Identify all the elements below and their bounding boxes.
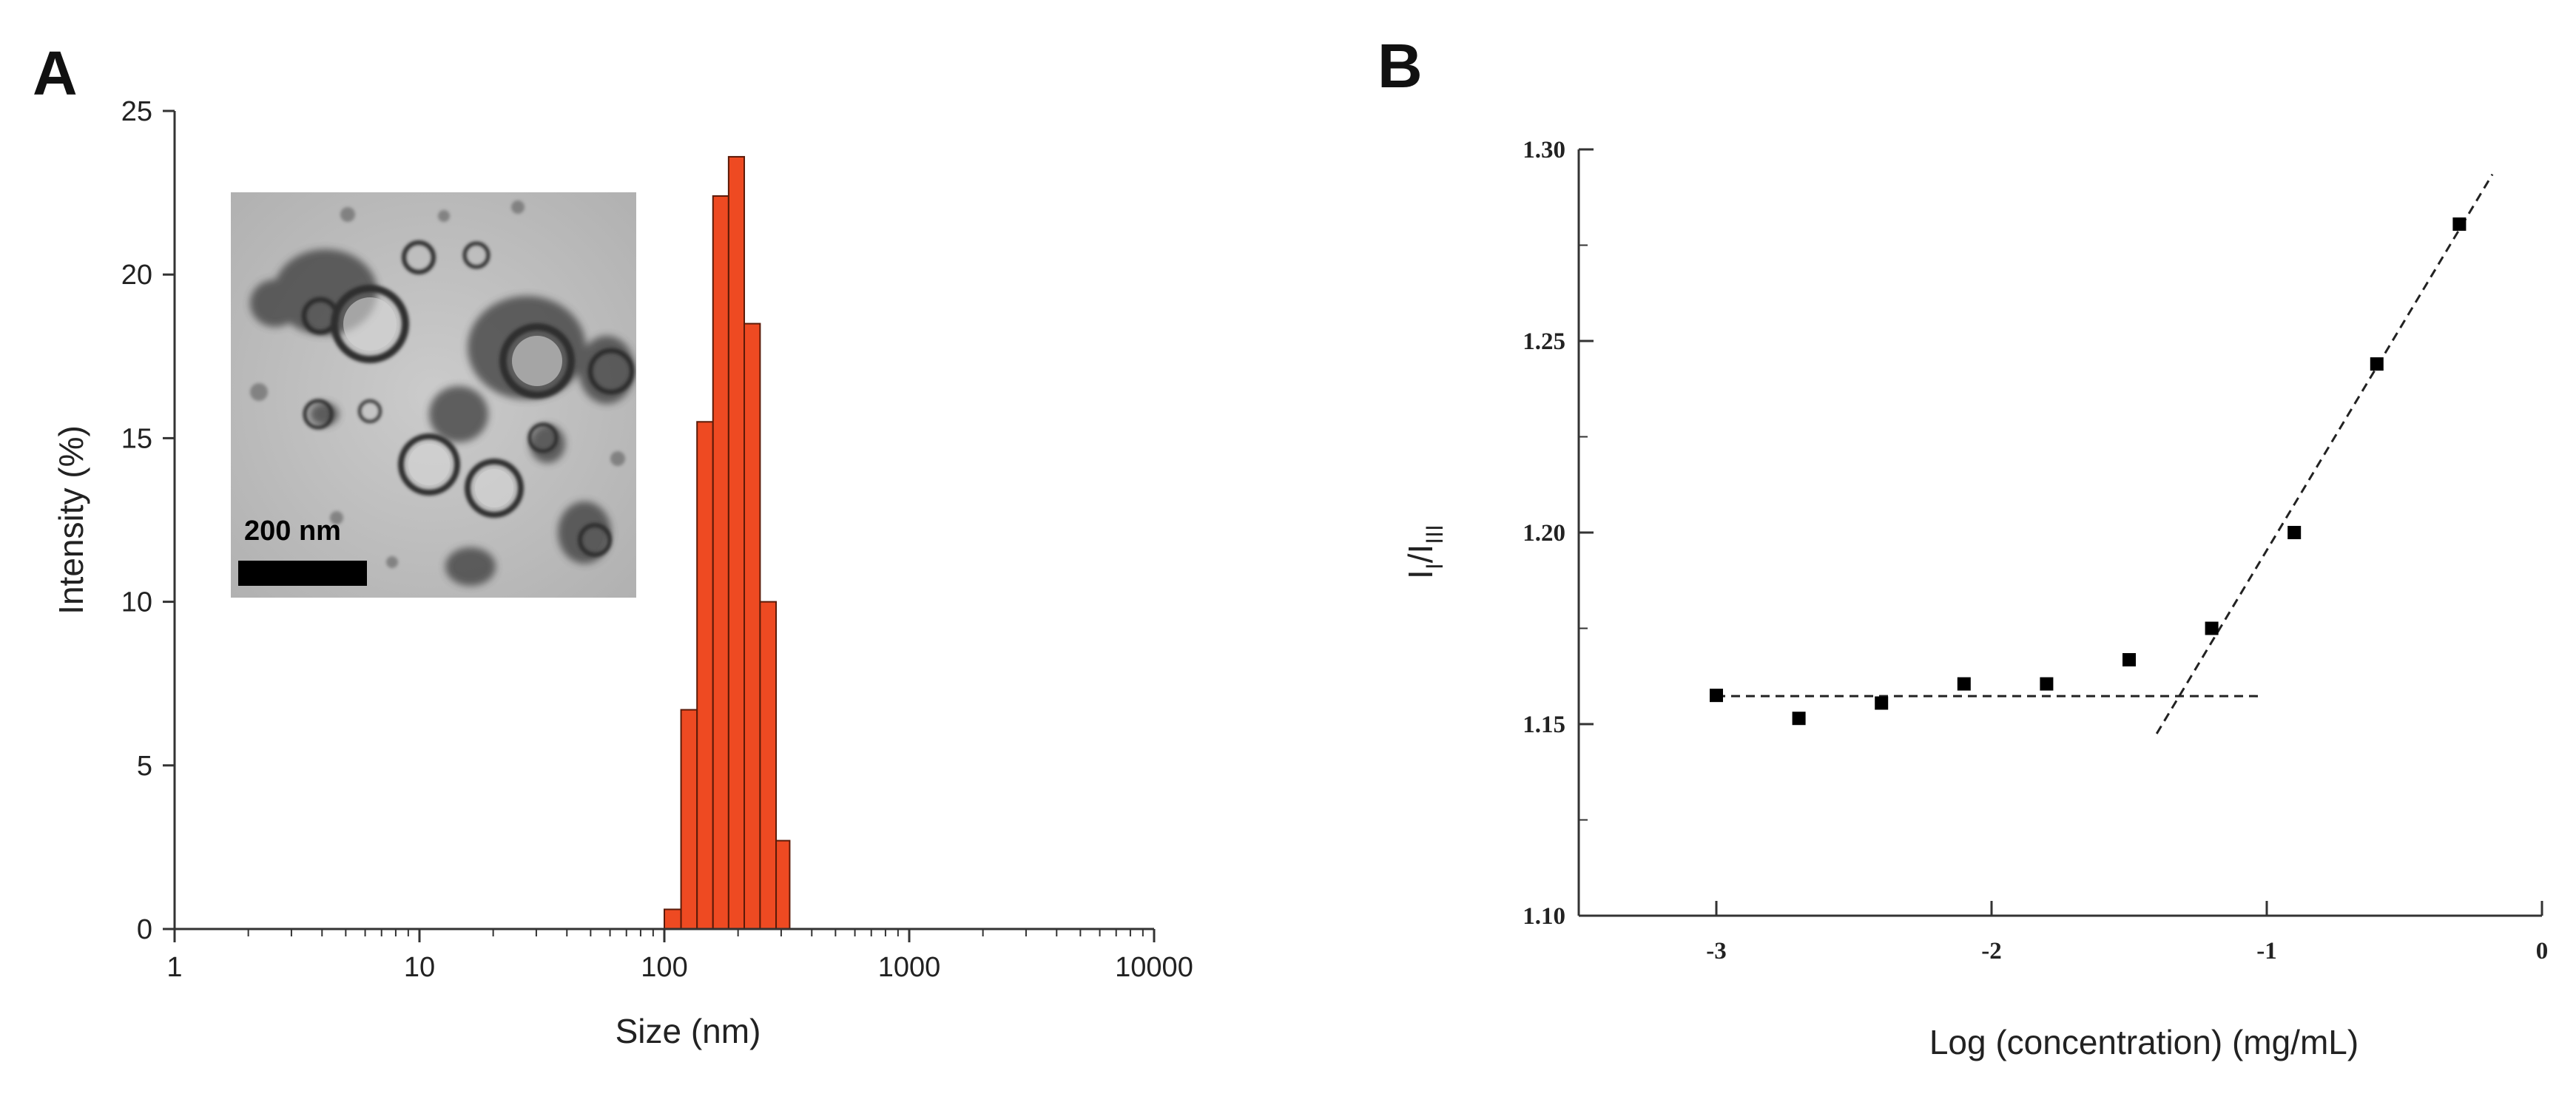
fit-line-steep xyxy=(2155,173,2494,734)
fit-lines xyxy=(1716,173,2494,734)
x-tick-label: -1 xyxy=(2256,938,2277,965)
y-tick-label: 20 xyxy=(121,260,152,291)
data-point xyxy=(2040,677,2054,691)
x-tick-label: -2 xyxy=(1981,938,2002,965)
scale-bar xyxy=(238,561,367,586)
y-tick-label: 0 xyxy=(137,914,152,945)
axes: 0 5 10 15 20 25 1 10 100 1000 10000 xyxy=(121,96,1193,983)
data-point xyxy=(2122,652,2136,666)
bar-2 xyxy=(696,421,714,930)
scatter-series xyxy=(1710,217,2467,726)
data-point xyxy=(1710,689,1723,703)
y-tick-label: 25 xyxy=(121,96,152,127)
panel-a-label: A xyxy=(33,38,78,108)
panel-b-label: B xyxy=(1378,31,1423,101)
data-point xyxy=(1792,712,1806,726)
x-tick-label: 0 xyxy=(2536,938,2549,965)
x-tick-label: 100 xyxy=(641,952,687,983)
data-point xyxy=(2287,526,2302,539)
y-tick-label: 1.20 xyxy=(1523,520,1565,547)
x-tick-label: -3 xyxy=(1706,938,1727,965)
bar-series xyxy=(664,155,791,930)
axes: 1.10 1.15 1.20 1.25 1.30 -3 -2 -1 0 xyxy=(1523,137,2548,965)
pyrene-ratio-chart: 1.10 1.15 1.20 1.25 1.30 -3 -2 -1 0 Log (concent… xyxy=(1401,137,2548,1061)
y-axis-title: II/IIII xyxy=(1401,524,1448,579)
y-tick-label: 10 xyxy=(121,587,152,618)
data-point xyxy=(2370,357,2384,371)
x-tick-label: 10000 xyxy=(1115,952,1193,983)
y-tick-label: 1.10 xyxy=(1523,903,1565,930)
y-tick-label: 15 xyxy=(121,423,152,454)
bar-6 xyxy=(759,601,778,930)
x-axis-title: Size (nm) xyxy=(616,1012,761,1050)
bar-0 xyxy=(664,908,682,930)
data-point xyxy=(1875,696,1889,710)
x-tick-label: 1000 xyxy=(878,952,941,983)
data-point xyxy=(2205,621,2219,635)
tem-inset-image: 200 nm xyxy=(231,192,636,598)
bar-3 xyxy=(712,195,729,930)
y-axis-title: Intensity (%) xyxy=(52,425,90,615)
y-tick-label: 5 xyxy=(137,751,152,782)
data-point xyxy=(2452,217,2467,232)
x-axis-title: Log (concentration) (mg/mL) xyxy=(1929,1023,2358,1061)
bar-7 xyxy=(775,840,791,930)
x-tick-label: 10 xyxy=(404,952,435,983)
data-point xyxy=(1957,677,1971,691)
bar-5 xyxy=(744,322,761,930)
x-tick-label: 1 xyxy=(166,952,182,983)
size-distribution-chart: 200 nm 0 5 10 15 20 25 1 10 100 1000 10000 Size (n… xyxy=(52,96,1193,1050)
y-tick-label: 1.15 xyxy=(1523,712,1565,738)
scale-bar-label: 200 nm xyxy=(244,516,341,547)
y-tick-label: 1.30 xyxy=(1523,137,1565,163)
bar-1 xyxy=(680,709,698,930)
y-tick-label: 1.25 xyxy=(1523,328,1565,355)
bar-4 xyxy=(727,155,746,930)
